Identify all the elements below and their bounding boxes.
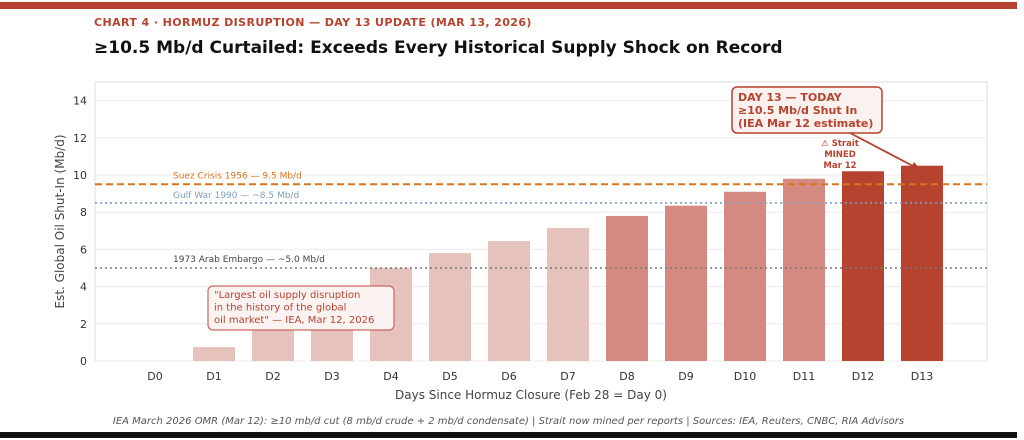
x-tick-label: D3 [324, 370, 339, 383]
chart-footer-note: IEA March 2026 OMR (Mar 12): ≥10 mb/d cu… [112, 416, 905, 427]
x-tick-label: D2 [265, 370, 280, 383]
x-tick-label: D9 [678, 370, 693, 383]
x-tick-label: D6 [501, 370, 516, 383]
x-tick-label: D8 [619, 370, 634, 383]
today-callout-arrowhead [910, 162, 921, 170]
x-tick-label: D12 [852, 370, 874, 383]
bar-d12 [842, 171, 884, 361]
x-tick-label: D7 [560, 370, 575, 383]
strait-mined-note-line: MINED [824, 150, 856, 160]
top-accent-rule [0, 2, 1017, 9]
quote-line: oil market" — IEA, Mar 12, 2026 [214, 315, 374, 326]
y-tick-label: 8 [80, 206, 87, 219]
chart-title: ≥10.5 Mb/d Curtailed: Exceeds Every Hist… [94, 38, 783, 58]
x-tick-label: D11 [793, 370, 815, 383]
x-tick-label: D10 [734, 370, 756, 383]
today-callout-box [731, 86, 883, 134]
y-tick-label: 2 [80, 318, 87, 331]
today-callout-arrow [849, 132, 914, 167]
gulf-war-reference-label: Gulf War 1990 — ~8.5 Mb/d [173, 191, 299, 201]
bar-d11 [783, 178, 825, 361]
bar-d5 [429, 253, 471, 361]
y-tick-label: 12 [73, 132, 87, 145]
bar-d7 [547, 228, 589, 361]
bar-d13 [901, 165, 943, 361]
y-tick-label: 0 [80, 355, 87, 368]
today-callout-line: (IEA Mar 12 estimate) [738, 117, 873, 130]
quote-line: "Largest oil supply disruption [214, 290, 360, 301]
suez-reference-label: Suez Crisis 1956 — 9.5 Mb/d [173, 171, 302, 181]
bar-d10 [724, 191, 766, 361]
strait-mined-note-line: ⚠ Strait [821, 139, 859, 149]
bottom-rule [0, 432, 1017, 438]
y-axis-label: Est. Global Oil Shut-In (Mb/d) [53, 134, 67, 308]
x-tick-label: D13 [911, 370, 933, 383]
strait-mined-note-line: Mar 12 [823, 161, 856, 171]
quote-line: in the history of the global [214, 303, 346, 314]
embargo-reference-label: 1973 Arab Embargo — ~5.0 Mb/d [173, 255, 325, 265]
bar-d1 [193, 347, 235, 361]
x-tick-label: D1 [206, 370, 221, 383]
x-tick-label: D5 [442, 370, 457, 383]
y-tick-label: 10 [73, 169, 87, 182]
bar-d6 [488, 241, 530, 361]
y-tick-label: 6 [80, 243, 87, 256]
x-axis-label: Days Since Hormuz Closure (Feb 28 = Day … [395, 388, 667, 402]
x-tick-label: D4 [383, 370, 398, 383]
y-tick-label: 4 [80, 281, 87, 294]
quote-box [207, 285, 395, 331]
today-callout-line: DAY 13 — TODAY [738, 91, 843, 104]
chart-kicker: CHART 4 · HORMUZ DISRUPTION — DAY 13 UPD… [94, 16, 532, 29]
x-tick-label: D0 [147, 370, 162, 383]
bar-d9 [665, 205, 707, 361]
bar-d8 [606, 215, 648, 361]
y-tick-label: 14 [73, 95, 87, 108]
today-callout-line: ≥10.5 Mb/d Shut In [738, 104, 857, 117]
